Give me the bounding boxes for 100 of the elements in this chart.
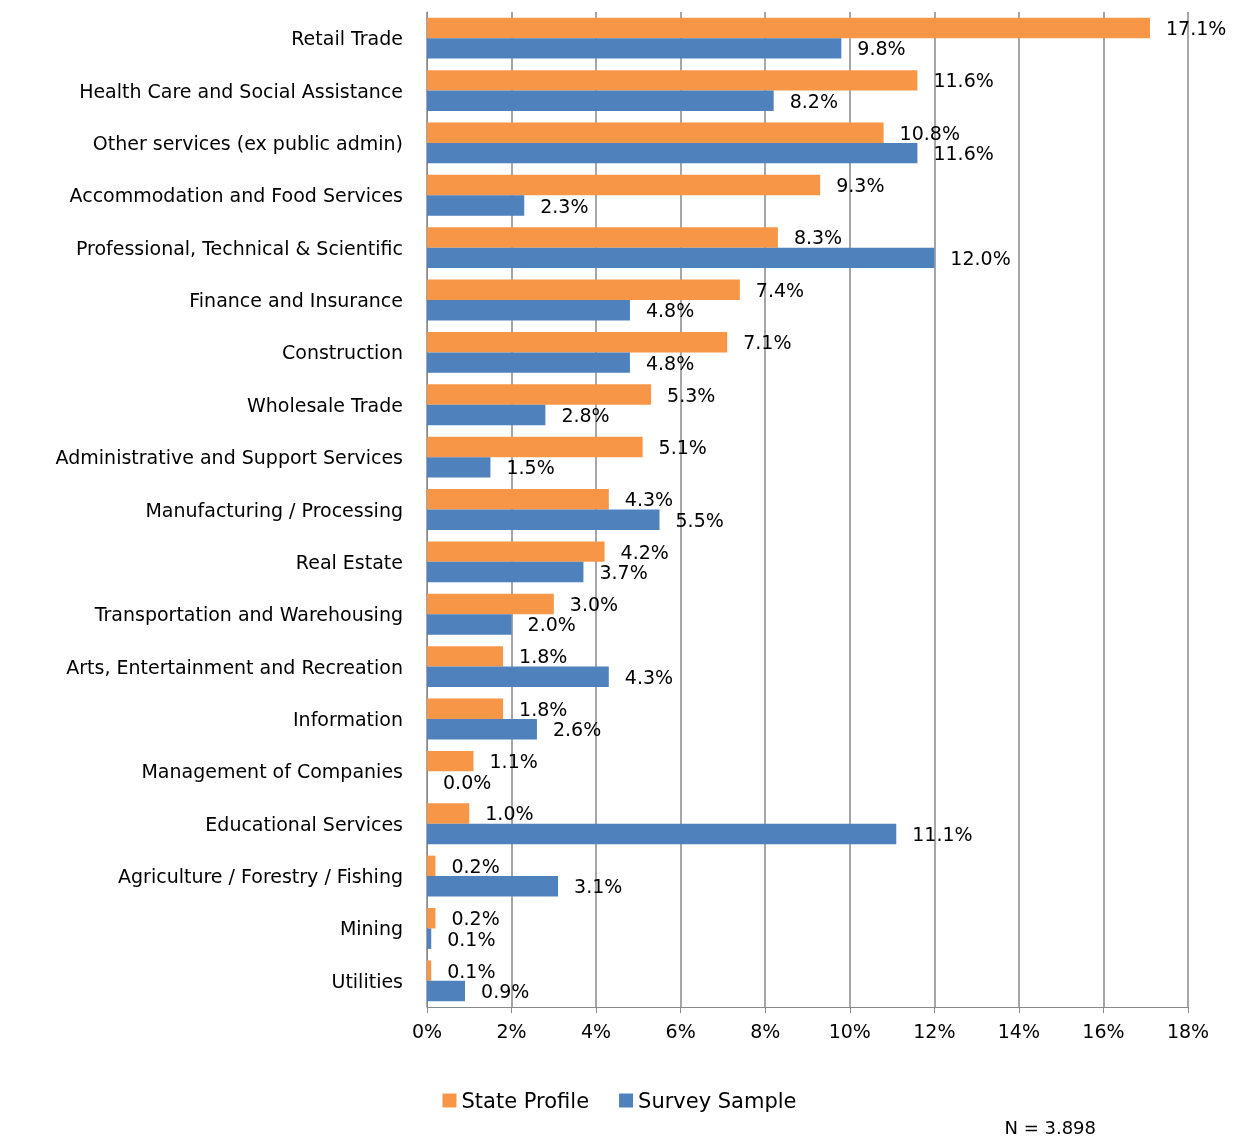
- bar: [427, 960, 432, 981]
- bar: [427, 352, 630, 373]
- data-label: 11.1%: [912, 822, 973, 845]
- bar: [427, 247, 935, 269]
- bar: [427, 855, 436, 877]
- y-tick-label: Information: [293, 707, 403, 730]
- bar: [427, 300, 630, 321]
- bar: [427, 122, 884, 143]
- x-tick-label: 10%: [828, 1019, 871, 1042]
- data-label: 10.8%: [899, 121, 960, 144]
- bar: [427, 666, 609, 688]
- data-label: 9.8%: [857, 37, 906, 60]
- bar: [427, 614, 512, 635]
- data-label: 1.8%: [519, 697, 568, 720]
- bar: [427, 70, 918, 91]
- data-label: 4.3%: [624, 665, 674, 688]
- data-label: 1.1%: [489, 750, 538, 773]
- x-tick-label: 18%: [1166, 1019, 1210, 1042]
- data-label: 4.8%: [645, 299, 695, 322]
- data-label: 17.1%: [1165, 16, 1227, 39]
- bar: [427, 227, 778, 248]
- data-label: 0.0%: [443, 770, 492, 793]
- y-tick-label: Educational Services: [205, 812, 403, 835]
- y-tick-label: Manufacturing / Processing: [145, 498, 403, 521]
- x-tick-label: 6%: [665, 1019, 696, 1042]
- data-label: 3.1%: [574, 875, 623, 898]
- bar: [427, 823, 897, 845]
- x-tick-label: 12%: [913, 1019, 956, 1042]
- text: N = 3.898: [1004, 1116, 1097, 1136]
- bar: [427, 803, 470, 824]
- data-label: 3.0%: [569, 593, 619, 616]
- y-tick-label: Health Care and Social Assistance: [79, 79, 403, 102]
- data-label: 8.3%: [793, 226, 843, 249]
- y-tick-label: Transportation and Warehousing: [93, 603, 403, 626]
- bar: [427, 279, 740, 301]
- y-tick-label: Mining: [339, 917, 403, 940]
- y-tick-label: Administrative and Support Services: [55, 446, 403, 469]
- data-label: 12.0%: [950, 246, 1011, 269]
- bar: [427, 928, 432, 949]
- y-tick-label: Utilities: [331, 969, 403, 992]
- legend-label: State Profile: [461, 1088, 590, 1113]
- data-label: 2.3%: [540, 194, 589, 217]
- x-tick-label: 4%: [581, 1019, 612, 1042]
- data-label: 5.1%: [658, 435, 707, 458]
- data-label: 7.1%: [743, 331, 792, 354]
- x-tick-label: 0%: [411, 1019, 443, 1042]
- data-label: 1.5%: [506, 456, 555, 479]
- bar: [427, 90, 774, 111]
- y-tick-label: Management of Companies: [141, 760, 403, 783]
- data-label: 0.2%: [451, 907, 500, 930]
- data-label: 5.5%: [675, 508, 724, 531]
- bar: [427, 142, 918, 164]
- y-tick-label: Real Estate: [295, 550, 403, 573]
- bar: [427, 457, 491, 478]
- data-label: 2.0%: [527, 613, 576, 636]
- data-label: 8.2%: [789, 89, 838, 112]
- data-label: 4.3%: [624, 488, 674, 511]
- data-label: 9.3%: [836, 174, 885, 197]
- data-label: 11.6%: [933, 69, 994, 92]
- data-label: 4.2%: [620, 540, 669, 563]
- bar: [427, 195, 525, 216]
- bar: [427, 174, 821, 196]
- bar: [427, 698, 504, 719]
- data-label: 1.8%: [519, 645, 568, 668]
- y-tick-label: Agriculture / Forestry / Fishing: [118, 865, 403, 888]
- bar: [427, 750, 474, 772]
- data-label: 0.9%: [481, 980, 530, 1003]
- y-tick-label: Accommodation and Food Services: [69, 184, 403, 207]
- y-tick-label: Finance and Insurance: [189, 289, 403, 312]
- x-tick-label: 16%: [1082, 1019, 1125, 1042]
- y-tick-label: Professional, Technical & Scientific: [75, 236, 403, 259]
- bar: [427, 17, 1150, 39]
- x-tick-label: 2%: [496, 1019, 527, 1042]
- data-label: 2.8%: [561, 403, 610, 426]
- data-label: 0.2%: [451, 854, 500, 877]
- bar: [427, 38, 842, 59]
- bar: [427, 541, 605, 562]
- data-label: 1.0%: [485, 802, 534, 825]
- bar: [427, 646, 504, 667]
- bar: [427, 908, 436, 929]
- bar: [427, 436, 643, 458]
- bar: [427, 561, 584, 583]
- data-label: 0.1%: [447, 927, 496, 950]
- data-label: 2.6%: [552, 718, 602, 741]
- bar: [427, 509, 660, 530]
- data-label: 7.4%: [755, 278, 805, 301]
- x-tick-label: 8%: [750, 1019, 781, 1042]
- data-label: 5.3%: [667, 383, 716, 406]
- data-label: 11.6%: [933, 142, 994, 165]
- x-tick-label: 14%: [997, 1019, 1041, 1042]
- data-label: 3.7%: [599, 561, 648, 584]
- y-tick-label: Retail Trade: [291, 27, 403, 50]
- bar: [427, 593, 554, 615]
- bar: [427, 489, 609, 510]
- y-tick-label: Construction: [282, 341, 403, 364]
- bar: [427, 980, 466, 1002]
- bar: [427, 331, 728, 353]
- bar: [427, 404, 546, 426]
- y-tick-label: Wholesale Trade: [247, 393, 403, 416]
- data-label: 0.1%: [447, 959, 496, 982]
